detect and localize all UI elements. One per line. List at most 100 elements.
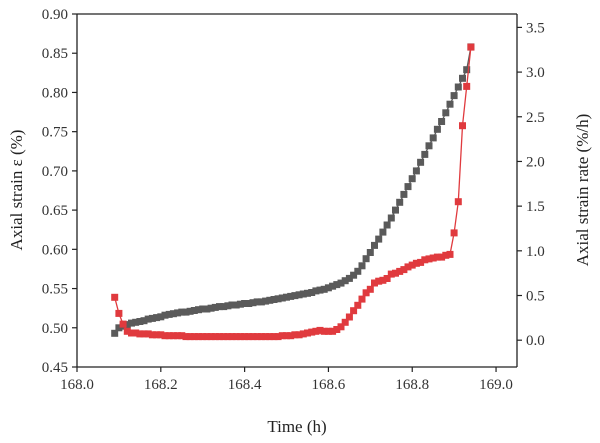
- data-point-left: [169, 310, 177, 318]
- data-point-right: [412, 259, 420, 267]
- data-point-left: [299, 290, 307, 298]
- data-point-left: [165, 310, 173, 318]
- data-point-right: [262, 333, 270, 341]
- data-point-right: [454, 198, 462, 206]
- data-point-right: [278, 332, 286, 340]
- data-point-left: [236, 300, 244, 308]
- data-point-right: [232, 333, 240, 341]
- data-point-right: [379, 276, 387, 284]
- data-point-right: [257, 333, 265, 341]
- data-point-right: [228, 333, 236, 341]
- data-point-left: [274, 295, 282, 303]
- data-point-right: [438, 253, 446, 261]
- data-point-left: [371, 241, 378, 249]
- y-right-tick-label: 2.0: [526, 154, 545, 170]
- data-point-right: [354, 301, 362, 309]
- data-point-right: [392, 269, 399, 277]
- data-point-left: [362, 255, 370, 263]
- y-left-tick-label: 0.75: [42, 125, 68, 141]
- data-point-right: [329, 327, 337, 335]
- data-point-right: [446, 250, 454, 258]
- data-point-right: [140, 330, 148, 338]
- data-point-right: [161, 332, 169, 340]
- data-point-left: [115, 324, 123, 332]
- data-point-left: [270, 296, 278, 303]
- data-point-right: [304, 329, 311, 337]
- data-point-right: [169, 332, 177, 340]
- data-point-left: [454, 83, 462, 91]
- data-point-left: [128, 319, 135, 327]
- data-point-left: [257, 298, 265, 306]
- data-point-right: [442, 251, 450, 259]
- x-tick-label: 168.4: [228, 377, 262, 393]
- y-left-tick-label: 0.85: [42, 46, 68, 62]
- data-point-left: [379, 228, 387, 236]
- data-point-right: [241, 333, 249, 341]
- series-right: [111, 43, 475, 341]
- data-point-right: [132, 329, 140, 337]
- data-point-right: [216, 333, 223, 341]
- y-left-ticks: 0.45 0.50 0.55 0.60 0.65 0.70 0.75 0.80 0.85 0.90: [42, 7, 77, 376]
- data-point-right: [153, 331, 161, 339]
- data-point-right: [203, 333, 211, 341]
- data-point-left: [232, 301, 240, 309]
- plot-frame: [76, 13, 518, 368]
- y-right-tick-label: 3.5: [526, 20, 545, 36]
- data-point-right: [220, 333, 228, 341]
- data-point-right: [178, 332, 186, 340]
- y-left-tick-label: 0.45: [42, 360, 68, 376]
- series-left: [111, 43, 475, 337]
- data-point-right: [283, 332, 290, 340]
- data-point-left: [438, 118, 446, 125]
- data-point-left: [123, 321, 131, 329]
- data-point-left: [291, 292, 299, 300]
- data-point-left: [216, 303, 223, 311]
- data-point-left: [350, 271, 358, 279]
- data-point-left: [228, 301, 236, 309]
- data-point-left: [178, 308, 186, 316]
- data-point-right: [408, 261, 416, 269]
- data-point-left: [199, 305, 207, 313]
- data-point-right: [312, 327, 320, 335]
- data-point-right: [396, 267, 404, 275]
- data-point-right: [320, 327, 328, 335]
- series-layer: [111, 43, 475, 341]
- data-point-left: [153, 314, 161, 322]
- data-point-left: [400, 190, 408, 198]
- data-point-right: [211, 333, 219, 341]
- data-point-left: [186, 307, 194, 315]
- series-line-left: [114, 46, 472, 334]
- data-point-right: [253, 333, 261, 341]
- data-point-left: [446, 100, 454, 108]
- data-point-left: [375, 235, 383, 243]
- data-point-right: [123, 327, 131, 335]
- data-point-left: [144, 315, 152, 323]
- data-point-left: [320, 285, 328, 293]
- data-point-left: [148, 314, 156, 322]
- x-tick-label: 168.6: [312, 377, 346, 393]
- data-point-left: [324, 284, 332, 292]
- data-point-right: [199, 333, 207, 341]
- data-point-right: [182, 333, 190, 341]
- y-right-tick-label: 3.0: [526, 65, 545, 81]
- y-right-ticks: 0.0 0.5 1.0 1.5 2.0 2.5 3.0 3.5: [517, 20, 545, 349]
- data-point-left: [220, 303, 228, 311]
- data-point-right: [383, 275, 391, 282]
- data-point-right: [421, 256, 429, 264]
- data-point-right: [429, 254, 437, 262]
- data-point-right: [165, 332, 173, 340]
- y-right-tick-label: 0.5: [526, 289, 545, 305]
- y-left-tick-label: 0.50: [42, 321, 68, 337]
- data-point-left: [425, 142, 433, 150]
- data-point-left: [287, 292, 295, 300]
- data-point-left: [211, 303, 219, 311]
- data-point-left: [136, 318, 144, 325]
- y-left-tick-label: 0.90: [42, 7, 68, 23]
- data-point-right: [375, 277, 383, 285]
- data-point-right: [128, 329, 135, 337]
- y-right-tick-label: 2.5: [526, 110, 545, 126]
- data-point-left: [182, 308, 190, 316]
- data-point-right: [467, 43, 475, 51]
- y-left-tick-label: 0.65: [42, 203, 68, 219]
- data-point-left: [132, 318, 140, 326]
